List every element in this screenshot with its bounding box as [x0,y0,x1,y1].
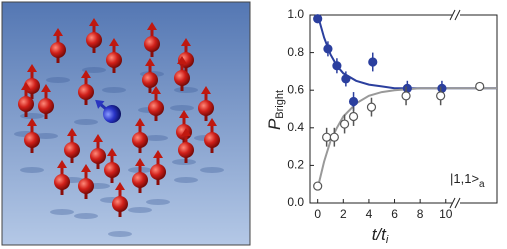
data-point [401,91,411,101]
y-tick-label: 0.0 [287,195,304,209]
data-point [332,61,342,71]
x-label-sub: i [386,234,389,246]
x-tick-label: 2 [340,207,347,221]
annotation: |1,1>a [450,171,485,189]
x-tick-label: 4 [366,207,373,221]
chart: PBright t/ti |1,1>a 0.0 0.2 0.4 0.6 0.8 1.0 0 2… [265,7,498,246]
data-point [313,14,323,24]
y-tick-label: 0.4 [287,120,304,134]
y-tick-label: 0.2 [287,158,304,172]
x-axis-label: t/ti [372,225,389,245]
data-point [339,119,350,129]
y-axis-label: PBright [265,90,285,130]
y-label-main: P [265,118,284,130]
x-label-main: t/t [372,225,387,244]
y-tick-label: 0.8 [287,45,304,59]
data-point [368,57,378,67]
annotation-main: |1,1> [450,171,479,186]
data-point [348,96,359,107]
data-point [341,74,351,84]
data-point [436,91,446,101]
data-point [475,81,485,92]
plot-frame [309,14,498,204]
x-tick-label: 6 [391,207,398,221]
x-tick-label: 0 [314,207,321,221]
y-label-sub: Bright [274,90,286,119]
x-tick-label: 8 [417,207,424,221]
data-point [329,132,339,142]
x-tick-label: 10 [439,207,453,221]
data-point [366,102,377,112]
y-tick-label: 1.0 [287,7,304,21]
illustration [1,1,251,246]
data-point [313,181,323,191]
axis-break [449,9,461,209]
data-point [402,83,412,93]
data-point [437,83,447,93]
data-point [348,111,359,122]
annotation-sub: a [479,179,485,190]
data-point [322,132,332,142]
data-point [323,44,333,54]
y-tick-label: 0.6 [287,82,304,96]
